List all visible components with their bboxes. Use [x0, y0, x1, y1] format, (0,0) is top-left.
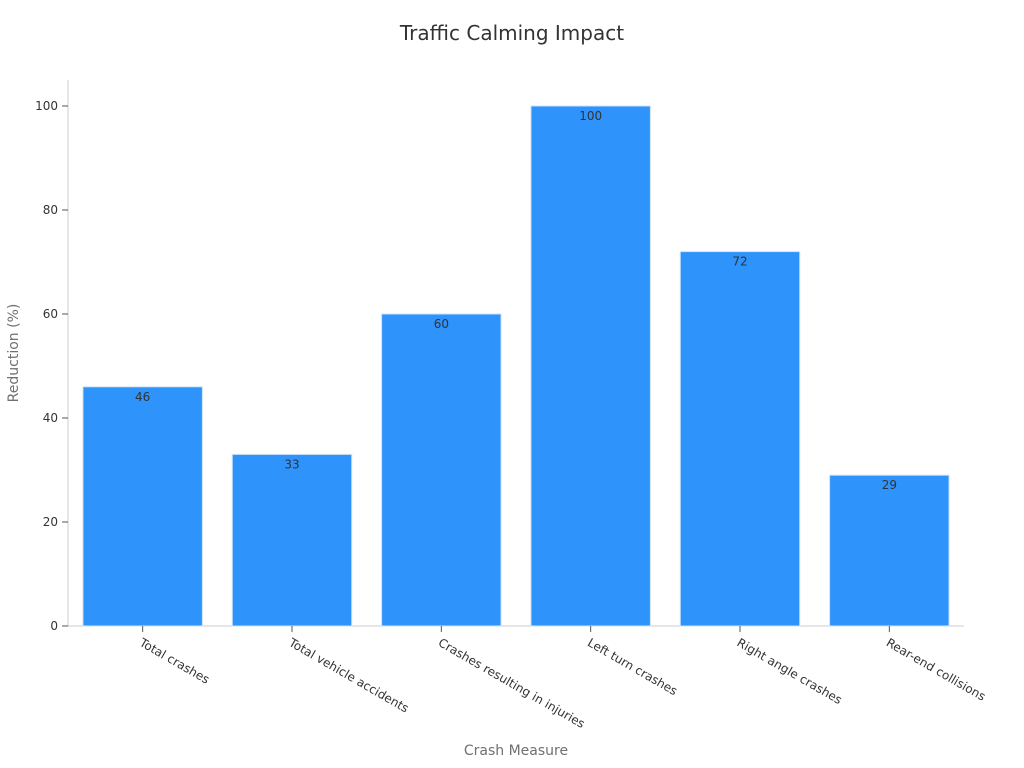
bar-value-label: 29 [882, 478, 897, 492]
x-tick-label: Total crashes [136, 635, 212, 687]
x-tick-label: Right angle crashes [735, 635, 845, 707]
bar-value-label: 100 [579, 109, 602, 123]
bar-value-label: 60 [434, 317, 449, 331]
chart-title: Traffic Calming Impact [399, 21, 624, 45]
x-tick-label: Left turn crashes [585, 635, 680, 698]
bar [679, 251, 801, 627]
x-tick-label: Rear-end collisions [884, 635, 988, 703]
bar [231, 453, 353, 627]
bar [82, 386, 203, 627]
y-tick-label: 20 [43, 515, 58, 529]
x-tick-label: Crashes resulting in injuries [436, 635, 587, 731]
x-ticks: Total crashes Total vehicle accidents Cras… [136, 626, 988, 731]
y-ticks: 0 20 40 60 80 100 [35, 99, 68, 633]
y-tick-label: 60 [43, 307, 58, 321]
y-tick-label: 100 [35, 99, 58, 113]
y-tick-label: 0 [50, 619, 58, 633]
y-tick-label: 40 [43, 411, 58, 425]
bar [530, 105, 651, 627]
x-axis-label: Crash Measure [464, 743, 568, 759]
y-axis-label: Reduction (%) [6, 304, 22, 403]
bar-value-label: 33 [284, 457, 299, 471]
bar-value-label: 72 [732, 255, 747, 269]
bar [829, 474, 950, 627]
bars: 46 33 60 100 72 29 [82, 105, 950, 627]
y-tick-label: 80 [43, 203, 58, 217]
x-tick-label: Total vehicle accidents [286, 635, 412, 716]
bar-value-label: 46 [135, 390, 150, 404]
bar [381, 313, 502, 627]
